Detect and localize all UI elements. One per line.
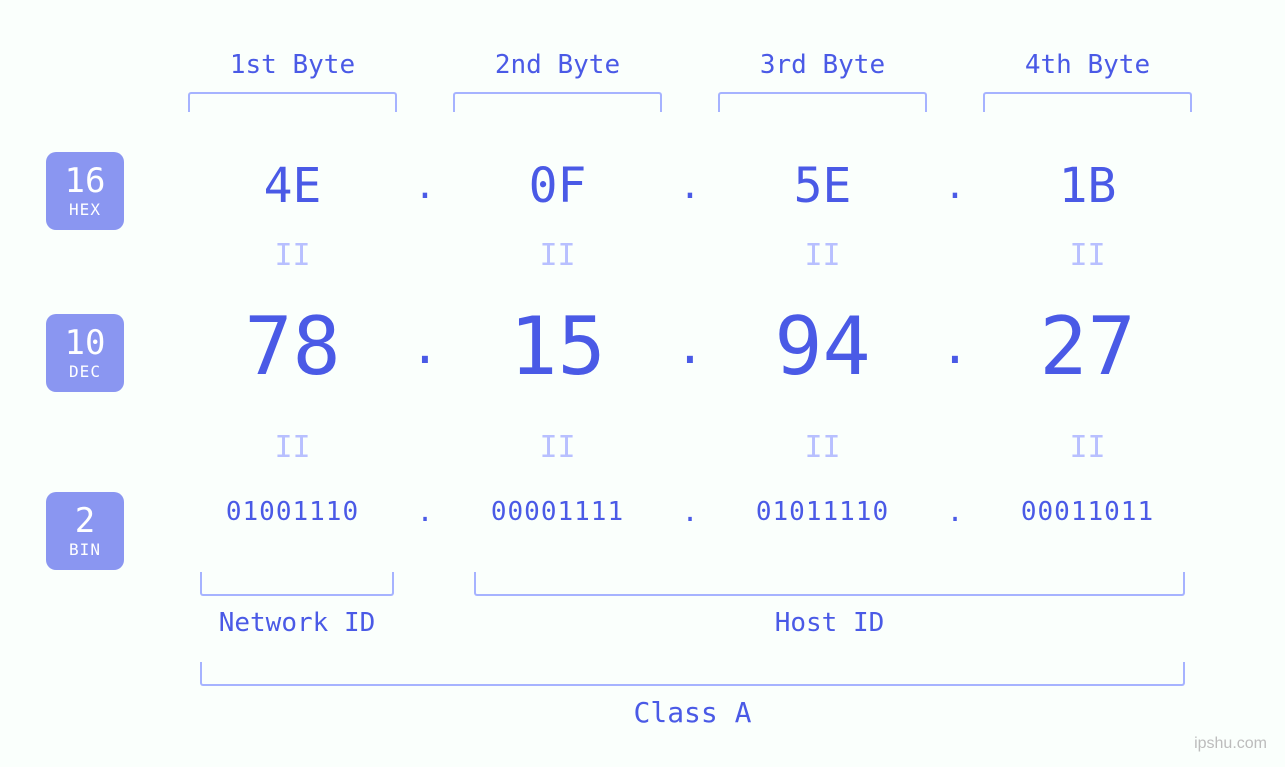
bin-byte: 00011011 <box>975 497 1200 527</box>
equals-row: ΙΙ ΙΙ ΙΙ ΙΙ <box>180 238 1200 273</box>
top-brackets <box>180 92 1200 112</box>
equals-icon: ΙΙ <box>975 238 1200 273</box>
id-labels: Network ID Host ID <box>200 608 1185 638</box>
bracket-icon <box>453 92 662 112</box>
dec-byte: 94 <box>710 300 935 393</box>
ip-diagram: 16 HEX 10 DEC 2 BIN 1st Byte 2nd Byte 3r… <box>0 0 1285 767</box>
equals-icon: ΙΙ <box>710 430 935 465</box>
hex-byte: 0F <box>445 158 670 214</box>
bracket-icon <box>188 92 397 112</box>
equals-icon: ΙΙ <box>180 238 405 273</box>
host-id-label: Host ID <box>474 608 1185 638</box>
equals-icon: ΙΙ <box>975 430 1200 465</box>
hex-byte: 5E <box>710 158 935 214</box>
dot-separator: . <box>405 319 445 375</box>
radix-label: BIN <box>69 540 101 559</box>
byte-header: 3rd Byte <box>710 50 935 80</box>
dot-separator: . <box>670 166 710 207</box>
watermark: ipshu.com <box>1194 735 1267 753</box>
dot-separator: . <box>670 495 710 528</box>
dec-byte: 15 <box>445 300 670 393</box>
byte-header-row: 1st Byte 2nd Byte 3rd Byte 4th Byte <box>180 50 1200 80</box>
dot-separator: . <box>935 166 975 207</box>
equals-icon: ΙΙ <box>710 238 935 273</box>
byte-header: 2nd Byte <box>445 50 670 80</box>
bracket-icon <box>474 572 1185 596</box>
bin-row: 01001110 . 00001111 . 01011110 . 0001101… <box>180 495 1200 528</box>
id-brackets <box>200 572 1185 594</box>
radix-num: 10 <box>65 326 106 360</box>
hex-byte: 4E <box>180 158 405 214</box>
dot-separator: . <box>935 319 975 375</box>
dot-separator: . <box>670 319 710 375</box>
equals-icon: ΙΙ <box>445 238 670 273</box>
network-id-label: Network ID <box>200 608 394 638</box>
radix-badge-dec: 10 DEC <box>46 314 124 392</box>
class-label: Class A <box>200 696 1185 729</box>
class-bracket-icon <box>200 662 1185 686</box>
bracket-icon <box>718 92 927 112</box>
radix-label: DEC <box>69 362 101 381</box>
radix-badge-hex: 16 HEX <box>46 152 124 230</box>
bin-byte: 01011110 <box>710 497 935 527</box>
byte-header: 1st Byte <box>180 50 405 80</box>
radix-badge-bin: 2 BIN <box>46 492 124 570</box>
radix-num: 2 <box>75 504 95 538</box>
bin-byte: 01001110 <box>180 497 405 527</box>
dot-separator: . <box>405 495 445 528</box>
bracket-icon <box>200 572 394 596</box>
hex-byte: 1B <box>975 158 1200 214</box>
dec-row: 78 . 15 . 94 . 27 <box>180 300 1200 393</box>
dec-byte: 78 <box>180 300 405 393</box>
equals-icon: ΙΙ <box>445 430 670 465</box>
radix-label: HEX <box>69 200 101 219</box>
radix-num: 16 <box>65 164 106 198</box>
byte-header: 4th Byte <box>975 50 1200 80</box>
bin-byte: 00001111 <box>445 497 670 527</box>
equals-icon: ΙΙ <box>180 430 405 465</box>
equals-row: ΙΙ ΙΙ ΙΙ ΙΙ <box>180 430 1200 465</box>
dot-separator: . <box>935 495 975 528</box>
bracket-icon <box>983 92 1192 112</box>
dot-separator: . <box>405 166 445 207</box>
dec-byte: 27 <box>975 300 1200 393</box>
hex-row: 4E . 0F . 5E . 1B <box>180 158 1200 214</box>
